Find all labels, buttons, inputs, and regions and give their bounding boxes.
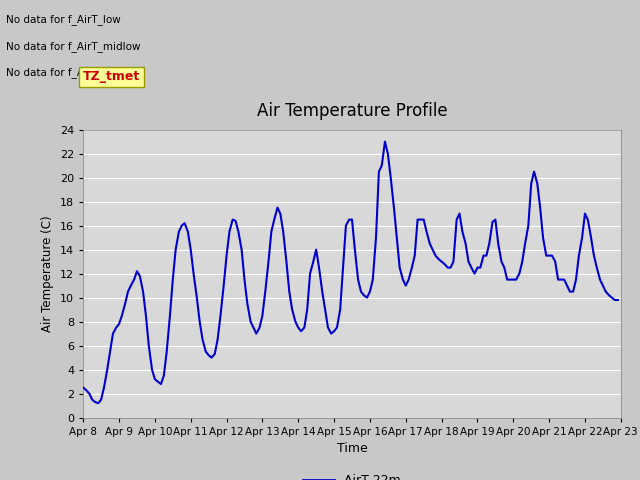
Text: No data for f_AirT_midtop: No data for f_AirT_midtop [6,67,140,78]
Text: TZ_tmet: TZ_tmet [83,70,140,84]
X-axis label: Time: Time [337,442,367,455]
Text: No data for f_AirT_low: No data for f_AirT_low [6,14,121,25]
Y-axis label: Air Temperature (C): Air Temperature (C) [42,216,54,332]
Legend: AirT 22m: AirT 22m [298,469,406,480]
Text: No data for f_AirT_midlow: No data for f_AirT_midlow [6,41,141,52]
Title: Air Temperature Profile: Air Temperature Profile [257,101,447,120]
